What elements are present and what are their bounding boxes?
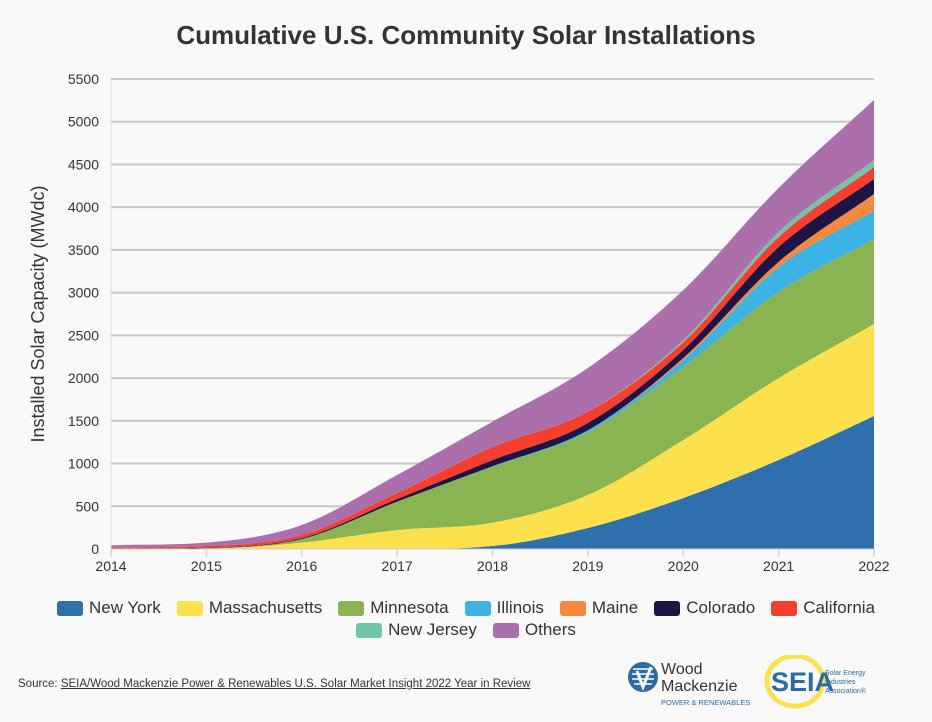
x-tick-label: 2020 (668, 558, 699, 574)
axes: 0 500 1000 1500 2000 2500 3000 3500 4000 4500 5000… (68, 71, 890, 574)
y-tick-label: 500 (76, 498, 100, 514)
y-tick-label: 0 (91, 541, 99, 557)
legend-swatch (464, 600, 491, 616)
legend-item-california[interactable]: California (771, 598, 875, 618)
legend-label: Minnesota (370, 598, 449, 617)
y-tick-label: 5500 (68, 71, 99, 87)
svg-text:Wood: Wood (661, 661, 703, 678)
x-tick-label: 2018 (477, 558, 508, 574)
seia-logo: SEIA Solar Energy Industries Association… (764, 655, 867, 709)
logos: Wood Mackenzie POWER & RENEWABLES SEIA S… (628, 655, 867, 709)
legend-item-minnesota[interactable]: Minnesota (338, 598, 449, 618)
legend-swatch (356, 622, 383, 638)
legend-item-maine[interactable]: Maine (559, 598, 639, 618)
source-link[interactable]: SEIA/Wood Mackenzie Power & Renewables U… (60, 678, 531, 690)
legend-swatch (338, 600, 365, 616)
svg-text:Association®: Association® (825, 687, 867, 695)
legend-label: New Jersey (388, 620, 477, 639)
y-tick-label: 3500 (68, 242, 99, 258)
x-tick-label: 2014 (95, 558, 126, 574)
legend-label: Others (524, 620, 576, 639)
areas (111, 99, 874, 549)
area-minnesota (111, 239, 874, 549)
legend-swatch (559, 600, 586, 616)
y-axis-label: Installed Solar Capacity (MWdc) (28, 185, 48, 442)
y-tick-label: 1500 (68, 413, 99, 429)
legend-swatch (654, 600, 681, 616)
x-tick-label: 2022 (858, 558, 889, 574)
legend-label: New York (88, 598, 161, 617)
legend-item-others[interactable]: Others (492, 620, 576, 640)
legend-item-new-york[interactable]: New York (56, 598, 161, 618)
svg-text:Mackenzie: Mackenzie (661, 678, 738, 695)
source-note: Source: SEIA/Wood Mackenzie Power & Rene… (18, 678, 530, 690)
y-tick-label: 3000 (68, 285, 99, 301)
wood-mackenzie-logo: Wood Mackenzie POWER & RENEWABLES (628, 661, 750, 707)
x-tick-label: 2021 (763, 558, 794, 574)
legend-item-illinois[interactable]: Illinois (464, 598, 544, 618)
legend-label: Massachusetts (208, 598, 323, 617)
x-tick-label: 2019 (572, 558, 603, 574)
chart-title: Cumulative U.S. Community Solar Installa… (176, 20, 756, 50)
svg-text:Industries: Industries (825, 679, 856, 686)
legend-swatch (771, 600, 798, 616)
legend-item-colorado[interactable]: Colorado (654, 598, 755, 618)
legend-swatch (176, 600, 203, 616)
y-tick-label: 1000 (68, 456, 99, 472)
legend-label: California (803, 598, 876, 617)
svg-text:SEIA: SEIA (771, 667, 834, 697)
legend-label: Illinois (496, 598, 544, 617)
legend-item-massachusetts[interactable]: Massachusetts (176, 598, 323, 618)
x-tick-label: 2017 (382, 558, 413, 574)
y-tick-label: 2000 (68, 370, 99, 386)
area-massachusetts (111, 324, 874, 549)
legend-swatch (492, 622, 519, 638)
legend-label: Maine (591, 598, 639, 617)
y-tick-label: 2500 (68, 327, 99, 343)
y-tick-label: 4000 (68, 199, 99, 215)
svg-text:POWER & RENEWABLES: POWER & RENEWABLES (661, 698, 750, 707)
legend-row-2: New Jersey Others (0, 620, 932, 640)
source-prefix: Source: (18, 678, 61, 690)
y-tick-label: 5000 (68, 114, 99, 130)
legend-label: Colorado (686, 598, 756, 617)
x-tick-label: 2016 (286, 558, 317, 574)
legend-item-new-jersey[interactable]: New Jersey (356, 620, 477, 640)
svg-text:Solar Energy: Solar Energy (825, 670, 866, 677)
y-tick-label: 4500 (68, 156, 99, 172)
legend-row-1: New York Massachusetts Minnesota Illinois Ma… (0, 598, 932, 618)
legend-swatch (56, 600, 83, 616)
area-new-york (111, 416, 874, 549)
stacked-area-chart: 0 500 1000 1500 2000 2500 3000 3500 4000 4500 5000… (28, 71, 890, 574)
x-tick-label: 2015 (191, 558, 222, 574)
